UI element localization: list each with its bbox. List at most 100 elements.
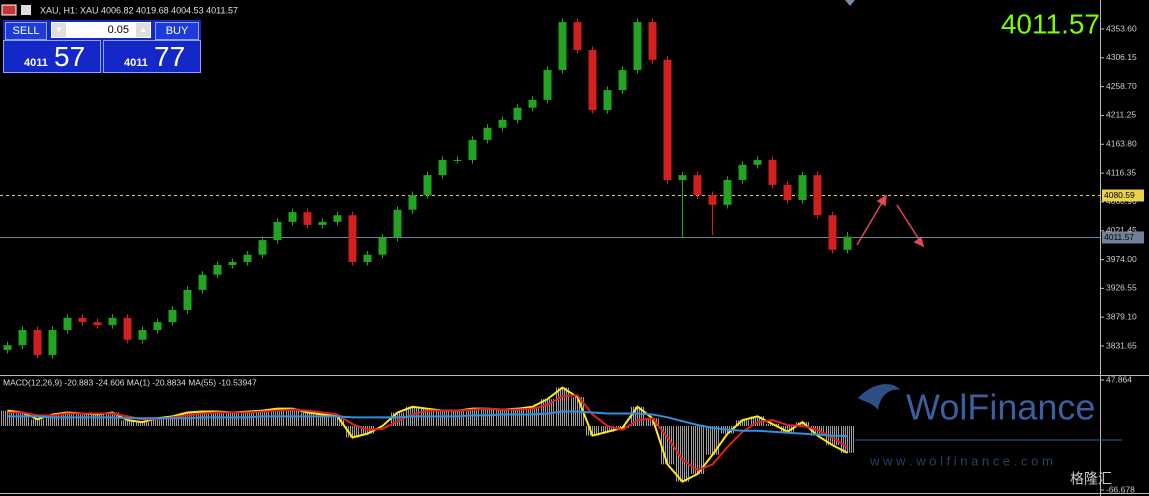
candle-body xyxy=(123,317,132,340)
sell-button[interactable]: SELL xyxy=(5,22,47,40)
y-tick-label: 47.864 xyxy=(1106,374,1132,384)
sell-price-big: 57 xyxy=(54,41,86,72)
candle-body xyxy=(783,184,792,201)
candle-body xyxy=(678,175,687,180)
period-icon xyxy=(21,5,31,15)
candle-body xyxy=(693,175,702,196)
y-tick-label: 4353.60 xyxy=(1106,23,1137,33)
symbol-icon xyxy=(1,4,17,16)
lot-down[interactable]: ▼ xyxy=(52,23,66,37)
price-level-box xyxy=(1102,231,1144,244)
y-tick-label: 3831.65 xyxy=(1106,340,1137,350)
lot-up[interactable]: ▲ xyxy=(136,23,150,37)
candle-body xyxy=(663,59,672,180)
arrow-head xyxy=(876,194,887,207)
sell-price[interactable]: 4011 57 xyxy=(3,40,101,73)
shift-marker xyxy=(845,0,855,6)
y-tick-label: 4258.70 xyxy=(1106,81,1137,91)
y-tick-label: 3926.55 xyxy=(1106,283,1137,293)
candle-body xyxy=(768,159,777,185)
candle-body xyxy=(573,22,582,51)
indicator-line xyxy=(7,410,848,438)
candle-body xyxy=(468,139,477,160)
candle-body xyxy=(198,274,207,290)
candle-body xyxy=(723,179,732,205)
candle-body xyxy=(348,215,357,262)
y-tick-label: 4306.15 xyxy=(1106,52,1137,62)
candle-body xyxy=(453,159,462,161)
candle-body xyxy=(228,261,237,266)
candle-body xyxy=(798,175,807,201)
watermark: WolFinance w w w . w o l f i n a n c e .… xyxy=(855,384,1122,487)
symbol-info: XAU, H1: XAU 4006.82 4019.68 4004.53 401… xyxy=(40,5,238,15)
candle-body xyxy=(273,221,282,241)
candle-body xyxy=(288,212,297,222)
buy-price-small: 4011 xyxy=(124,57,148,69)
candle-body xyxy=(378,237,387,255)
trade-panel: SELL 0.05 ▼ ▲ BUY 4011 57 4011 77 xyxy=(3,20,201,73)
candle-body xyxy=(393,209,402,238)
candle-body xyxy=(588,50,597,111)
candle-body xyxy=(483,127,492,140)
price-level-box xyxy=(1102,189,1144,202)
lot-input[interactable]: 0.05 xyxy=(51,22,151,38)
candle-body xyxy=(738,164,747,180)
buy-price[interactable]: 4011 77 xyxy=(103,40,201,73)
candle-body xyxy=(648,22,657,60)
y-tick-label: 3879.10 xyxy=(1106,311,1137,321)
candle-body xyxy=(408,195,417,210)
sell-price-small: 4011 xyxy=(24,57,48,69)
candle-body xyxy=(258,240,267,255)
buy-price-big: 77 xyxy=(154,41,186,72)
candle-body xyxy=(48,329,57,355)
candle-body xyxy=(168,309,177,323)
candle-body xyxy=(3,345,12,351)
arrow-head xyxy=(913,236,925,248)
candle-body xyxy=(633,22,642,71)
candle-body xyxy=(603,90,612,111)
bid-price: 4011.57 xyxy=(1001,8,1100,39)
candle-body xyxy=(363,254,372,262)
candle-body xyxy=(33,329,42,355)
price-level-label: 4080.59 xyxy=(1104,190,1135,200)
logo xyxy=(858,384,900,410)
indicator-title: MACD(12,26,9) -20.883 -24.606 MA(1) -20.… xyxy=(3,377,257,387)
candle-body xyxy=(543,70,552,100)
candle-body xyxy=(108,317,117,326)
candle-body xyxy=(138,329,147,340)
corner-mark: 格隆汇 xyxy=(1070,471,1112,487)
candle-body xyxy=(753,159,762,165)
y-tick-label: 4163.80 xyxy=(1106,139,1137,149)
candle-body xyxy=(423,175,432,196)
candle-body xyxy=(18,329,27,346)
y-tick-label: 3974.00 xyxy=(1106,254,1137,264)
candle-body xyxy=(318,221,327,225)
indicator-line xyxy=(7,386,848,483)
candle-body xyxy=(213,265,222,275)
candle-body xyxy=(528,99,537,108)
candle-body xyxy=(243,254,252,262)
candle-body xyxy=(78,317,87,323)
candle-body xyxy=(618,70,627,91)
candle-body xyxy=(183,289,192,310)
candle-body xyxy=(558,22,567,71)
candle-body xyxy=(828,215,837,250)
candle-body xyxy=(498,119,507,128)
arrow-down xyxy=(896,204,921,242)
url: w w w . w o l f i n a n c e . c o m xyxy=(869,453,1053,468)
candle-body xyxy=(513,107,522,120)
y-tick-label: 4116.35 xyxy=(1106,167,1136,177)
candle-body xyxy=(438,159,447,176)
candle-body xyxy=(153,322,162,330)
y-tick-label: 4021.45 xyxy=(1106,225,1137,235)
candle-body xyxy=(708,195,717,205)
candle-body xyxy=(843,236,852,250)
candle-body xyxy=(93,322,102,326)
candle-body xyxy=(63,317,72,330)
candle-body xyxy=(333,215,342,222)
buy-button[interactable]: BUY xyxy=(155,22,199,40)
price-level-label: 4011.57 xyxy=(1104,232,1134,242)
y-tick-label: -66.678 xyxy=(1106,484,1135,494)
